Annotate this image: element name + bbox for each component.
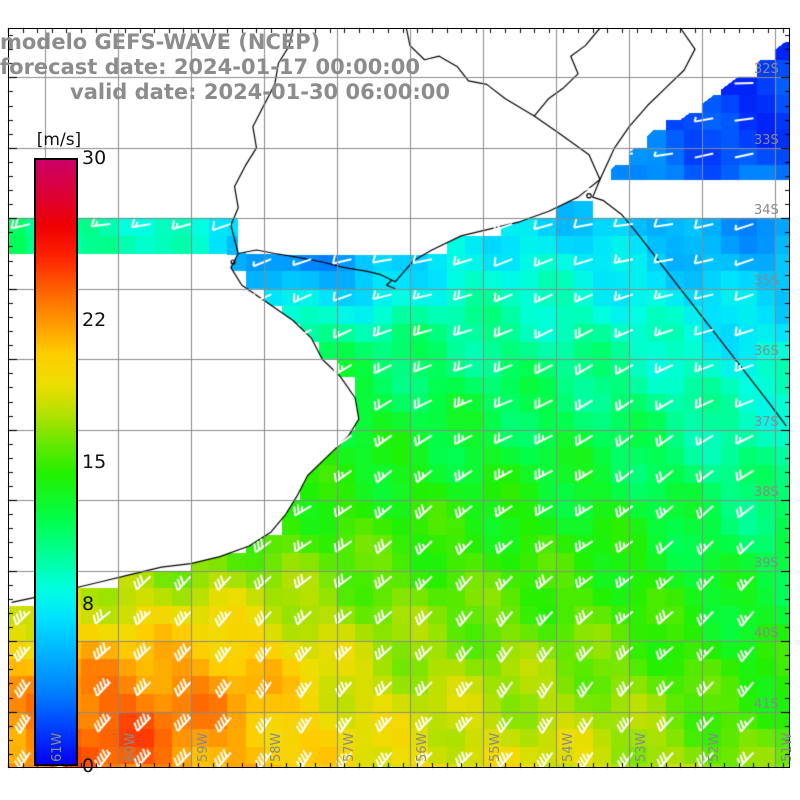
lon-label-59W: 59W xyxy=(195,732,211,762)
lon-label-57W: 57W xyxy=(341,732,357,762)
lon-label-52W: 52W xyxy=(707,732,723,762)
colorbar-tick-8: 8 xyxy=(82,592,95,615)
colorbar-tick-22: 22 xyxy=(82,309,107,332)
colorbar[interactable] xyxy=(34,158,78,766)
lat-label-39S: 39S xyxy=(754,555,779,571)
lat-label-34S: 34S xyxy=(754,203,779,219)
lon-label-53W: 53W xyxy=(634,732,650,762)
lon-label-56W: 56W xyxy=(414,732,430,762)
lat-label-37S: 37S xyxy=(754,414,779,430)
lat-label-32S: 32S xyxy=(754,62,779,78)
lat-label-35S: 35S xyxy=(754,273,779,289)
colorbar-tick-0: 0 xyxy=(82,755,95,777)
title-valid-date: valid date: 2024-01-30 06:00:00 xyxy=(70,80,450,104)
lat-label-38S: 38S xyxy=(754,485,779,501)
lon-label-60W: 60W xyxy=(122,732,138,762)
colorbar-unit-label: [m/s] xyxy=(36,130,82,150)
lon-label-51W: 51W xyxy=(780,732,796,762)
title-forecast-date: forecast date: 2024-01-17 00:00:00 xyxy=(0,55,420,79)
colorbar-gradient xyxy=(34,158,78,766)
lon-label-55W: 55W xyxy=(488,732,504,762)
lat-label-40S: 40S xyxy=(754,626,779,642)
lon-label-61W: 61W xyxy=(49,732,65,762)
colorbar-tick-30: 30 xyxy=(82,147,107,169)
figure-title-block: modelo GEFS-WAVE (NCEP) forecast date: 2… xyxy=(0,30,520,105)
lat-label-41S: 41S xyxy=(754,696,779,712)
lon-label-58W: 58W xyxy=(268,732,284,762)
lat-label-36S: 36S xyxy=(754,344,779,360)
lon-label-54W: 54W xyxy=(561,732,577,762)
title-model: modelo GEFS-WAVE (NCEP) xyxy=(0,30,321,54)
colorbar-tick-15: 15 xyxy=(82,451,107,473)
lat-label-33S: 33S xyxy=(754,132,779,148)
